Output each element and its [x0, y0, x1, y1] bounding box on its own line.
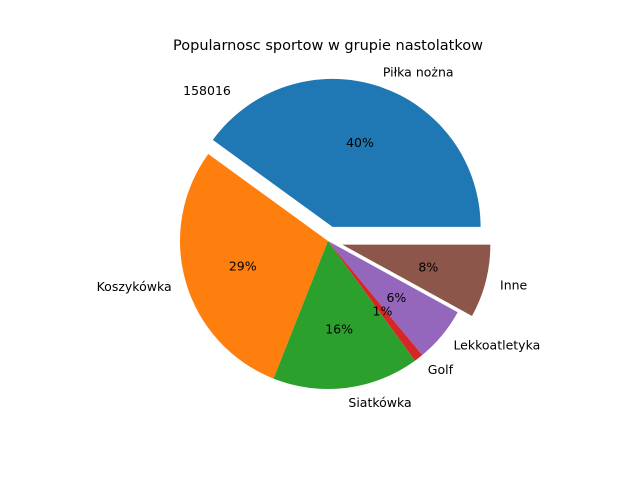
chart-annotation: 158016	[183, 83, 231, 98]
pie-value-label-pilka-nozna: 40%	[346, 135, 374, 150]
pie-slice-inne	[342, 244, 491, 316]
pie-slice-siatkowka	[273, 241, 415, 389]
pie-slice-golf	[328, 241, 423, 361]
pie-value-label-lekkoatletyka: 6%	[386, 290, 406, 305]
pie-category-label-golf: Golf	[428, 362, 454, 377]
pie-category-label-lekkoatletyka: Lekkoatletyka	[453, 337, 540, 352]
pie-category-label-siatkowka: Siatkówka	[348, 395, 411, 410]
pie-category-label-pilka-nozna: Piłka nożna	[383, 65, 454, 80]
pie-category-label-inne: Inne	[500, 278, 528, 293]
pie-slices	[179, 78, 491, 389]
pie-slice-lekkoatletyka	[328, 241, 458, 356]
pie-value-label-koszykowka: 29%	[229, 258, 257, 273]
pie-value-label-siatkowka: 16%	[325, 322, 353, 337]
chart-title: Popularnosc sportow w grupie nastolatkow	[173, 38, 483, 54]
pie-category-label-koszykowka: Koszykówka	[97, 279, 172, 294]
pie-value-label-inne: 8%	[418, 259, 438, 274]
pie-slice-koszykowka	[179, 154, 328, 379]
pie-value-label-golf: 1%	[373, 304, 393, 319]
pie-labels: 40% Piłka nożna 29% Koszykówka 16% Siatkówka 1…	[97, 65, 541, 410]
pie-slice-pilka-nozna	[212, 78, 481, 227]
